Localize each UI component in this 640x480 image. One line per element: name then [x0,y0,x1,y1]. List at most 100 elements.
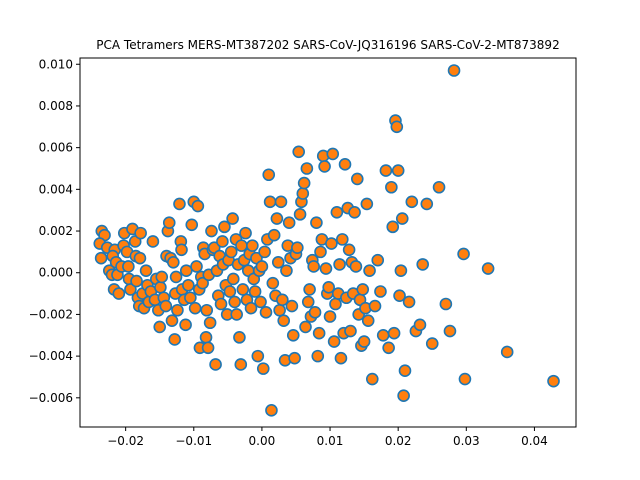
data-point [267,228,281,242]
data-point [296,187,310,200]
data-point [173,197,186,211]
data-point [360,197,374,211]
data-point [169,270,183,284]
data-point [280,264,293,277]
data-point [297,176,311,190]
data-point [277,314,291,327]
data-point [255,260,269,273]
data-point [299,320,312,334]
y-tick-label: −0.006 [29,391,73,405]
data-point [227,272,240,286]
data-point [196,276,209,290]
data-point [374,285,387,298]
data-point [230,308,243,321]
data-point [165,314,179,327]
y-tick-label: −0.002 [29,307,73,321]
data-point [300,162,314,175]
data-point [481,262,495,275]
x-tick-label: 0.01 [317,434,344,448]
data-point [311,349,325,363]
data-point [224,245,238,259]
data-point [171,303,184,317]
x-tick-label: 0.03 [453,434,480,448]
data-point [262,168,276,182]
data-point [319,262,333,275]
data-point [390,120,404,134]
y-tick-label: 0.006 [39,141,73,155]
data-point [416,258,430,271]
data-point [201,341,215,355]
x-tick-label: 0.04 [521,434,548,448]
data-point [387,326,401,340]
data-point [263,195,277,209]
data-point [200,303,214,317]
data-point [286,328,300,342]
data-point [188,301,202,315]
data-point [371,253,385,267]
data-point [382,341,395,355]
data-point [379,164,393,177]
data-point [385,180,398,194]
x-tick-label: 0.02 [385,434,412,448]
data-point [246,239,259,252]
data-point [329,297,342,311]
data-point [308,306,322,319]
data-point [314,245,327,259]
data-point [312,326,326,340]
data-point [386,220,400,234]
data-point [282,216,296,229]
data-point [393,289,406,302]
data-point [330,205,344,219]
data-point [336,233,349,246]
data-point [344,324,357,338]
data-point [293,208,307,221]
data-point [248,285,262,298]
data-point [179,318,192,332]
data-point [292,145,306,159]
data-point [361,314,375,327]
data-point [236,283,250,296]
data-point [179,264,193,277]
data-point [276,293,289,307]
y-tick-label: −0.004 [29,349,73,363]
y-tick-label: 0.004 [39,182,73,196]
x-tick-label: −0.01 [175,434,212,448]
data-point [327,335,341,348]
x-axis: −0.02 −0.01 0.00 0.01 0.02 0.03 0.04 [107,427,548,448]
data-point [425,337,439,350]
data-point [214,297,228,311]
data-point [134,226,147,240]
data-point [203,316,217,330]
data-point [333,258,346,271]
data-point [322,281,335,294]
data-point [394,264,408,277]
data-point [291,241,304,255]
data-point [303,283,316,296]
y-tick-label: 0.008 [39,99,73,113]
data-point [334,351,348,365]
data-point [154,281,167,294]
data-point [139,264,153,277]
data-point [234,358,248,371]
data-point [326,147,340,161]
data-point [273,303,286,317]
data-point [209,358,222,371]
y-tick-label: 0.000 [39,266,73,280]
y-axis: −0.006 −0.004 −0.002 0.000 0.002 0.004 0.006 0.… [29,57,80,405]
data-point [182,278,195,292]
data-point [363,264,376,277]
data-point [500,345,514,359]
data-point [94,251,108,265]
data-point [349,260,363,273]
data-point [458,372,472,386]
data-point [323,310,337,323]
data-point [350,172,364,186]
data-point [226,212,239,225]
data-point [124,283,137,296]
data-point [285,299,299,313]
data-point [348,205,361,219]
x-tick-label: −0.02 [107,434,144,448]
data-point [244,301,258,315]
data-point [395,212,409,225]
